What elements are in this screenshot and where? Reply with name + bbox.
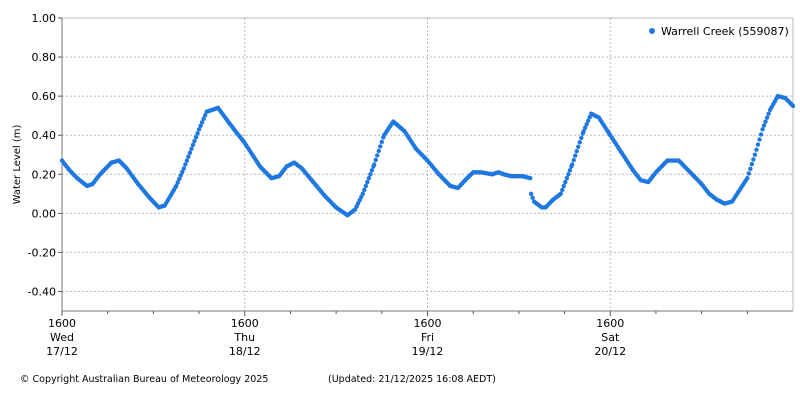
data-point xyxy=(366,175,372,181)
y-tick-label: -0.20 xyxy=(28,246,56,259)
x-tick-label: Wed xyxy=(50,331,74,344)
data-point xyxy=(585,118,591,123)
data-point xyxy=(379,139,385,145)
x-tick-label: Fri xyxy=(421,331,434,344)
data-point xyxy=(564,175,570,181)
data-point xyxy=(360,191,365,196)
x-tick-label: 18/12 xyxy=(229,345,261,358)
data-point xyxy=(372,162,377,167)
data-point xyxy=(373,157,378,163)
data-point xyxy=(528,191,534,196)
data-point xyxy=(528,175,533,181)
data-point xyxy=(195,131,200,136)
data-point xyxy=(569,162,575,167)
data-point xyxy=(192,138,197,144)
data-point xyxy=(761,123,767,128)
data-point xyxy=(378,144,383,149)
data-point xyxy=(196,127,202,132)
data-point xyxy=(571,157,576,163)
data-point xyxy=(745,175,750,181)
data-point xyxy=(757,137,762,142)
series-points xyxy=(59,93,796,218)
data-point xyxy=(190,142,196,148)
data-point xyxy=(584,122,589,127)
legend-label: Warrell Creek (559087) xyxy=(661,25,789,38)
data-point xyxy=(758,132,764,137)
data-point xyxy=(582,125,588,130)
data-point xyxy=(587,115,592,120)
data-point xyxy=(177,176,182,182)
x-tick-label: 1600 xyxy=(414,317,442,330)
data-point xyxy=(748,166,753,171)
x-tick-label: 20/12 xyxy=(594,345,626,358)
legend-marker xyxy=(649,28,655,34)
x-tick-label: 1600 xyxy=(231,317,259,330)
copyright-text: © Copyright Australian Bureau of Meteoro… xyxy=(20,374,269,385)
data-point xyxy=(201,116,206,121)
data-point xyxy=(183,162,188,167)
data-point xyxy=(198,123,203,129)
y-axis-title: Water Level (m) xyxy=(12,124,23,204)
data-point xyxy=(561,183,566,189)
data-point xyxy=(576,144,581,149)
data-point xyxy=(184,158,190,163)
data-point xyxy=(567,168,573,173)
data-point xyxy=(751,157,756,162)
data-point xyxy=(579,135,584,141)
data-point xyxy=(365,179,370,185)
data-point xyxy=(180,169,185,175)
data-point xyxy=(577,140,582,145)
data-point xyxy=(530,195,535,200)
y-tick-label: 0.20 xyxy=(32,168,57,181)
data-point xyxy=(573,153,578,158)
data-point xyxy=(581,129,586,134)
x-tick-label: 1600 xyxy=(48,317,76,330)
data-point xyxy=(175,180,180,185)
data-point xyxy=(746,171,752,176)
data-point xyxy=(760,127,765,132)
data-point xyxy=(574,149,579,154)
data-point xyxy=(563,179,568,185)
y-tick-label: 0.00 xyxy=(32,207,57,220)
data-point xyxy=(362,187,367,193)
data-point xyxy=(368,172,373,177)
data-point xyxy=(749,161,755,167)
data-point xyxy=(189,146,194,152)
y-tick-label: 0.80 xyxy=(32,51,57,64)
updated-timestamp: (Updated: 21/12/2025 16:08 AEDT) xyxy=(328,374,496,385)
data-point xyxy=(369,168,375,173)
y-tick-label: 1.00 xyxy=(32,12,57,25)
y-tick-label: -0.40 xyxy=(28,285,56,298)
data-point xyxy=(193,134,199,140)
data-point xyxy=(363,183,369,189)
data-point xyxy=(375,153,380,158)
x-tick-label: 1600 xyxy=(596,317,624,330)
data-point xyxy=(752,152,758,157)
data-point xyxy=(764,115,770,120)
data-point xyxy=(178,173,183,178)
x-tick-label: Sat xyxy=(601,331,620,344)
data-point xyxy=(202,113,208,118)
x-tick-label: Thu xyxy=(233,331,255,344)
data-point xyxy=(186,154,191,159)
data-point xyxy=(755,142,761,147)
data-point xyxy=(560,187,565,193)
data-point xyxy=(174,183,179,189)
data-point xyxy=(199,120,205,125)
data-point xyxy=(766,111,771,116)
data-point xyxy=(763,119,768,124)
data-point xyxy=(181,166,187,171)
y-tick-label: 0.40 xyxy=(32,129,57,142)
x-tick-label: 19/12 xyxy=(412,345,444,358)
y-tick-label: 0.60 xyxy=(32,90,57,103)
data-point xyxy=(566,172,571,177)
data-point xyxy=(790,103,796,109)
data-point xyxy=(187,150,193,155)
data-point xyxy=(376,148,381,154)
data-point xyxy=(754,147,759,152)
data-point xyxy=(558,191,563,196)
x-tick-label: 17/12 xyxy=(46,345,78,358)
